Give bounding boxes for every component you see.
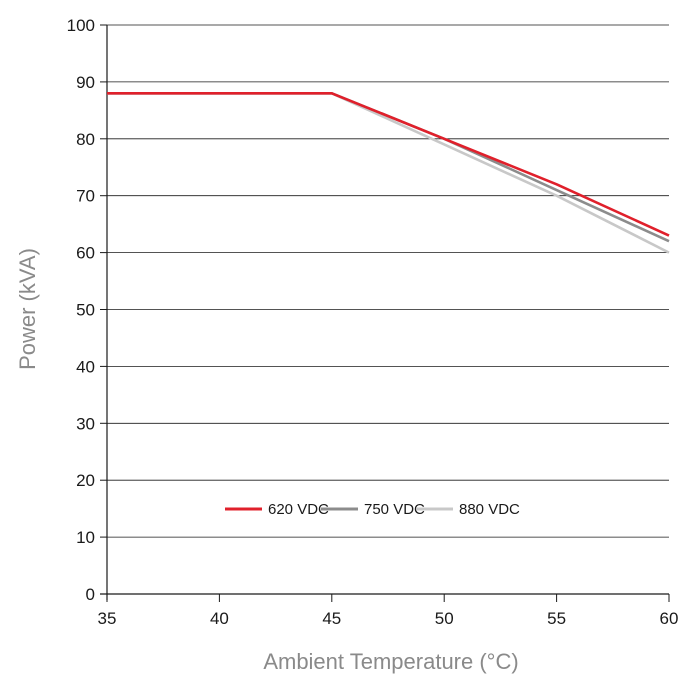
legend-label-620-vdc: 620 VDC xyxy=(268,501,329,518)
y-tick-label-40: 40 xyxy=(76,357,95,376)
grid-lines xyxy=(107,24,669,538)
y-tick-label-20: 20 xyxy=(76,471,95,490)
y-tick-label-90: 90 xyxy=(76,73,95,92)
x-tick-labels: 35 40 45 50 55 60 xyxy=(98,609,679,628)
y-tick-label-80: 80 xyxy=(76,130,95,149)
legend: 620 VDC 750 VDC 880 VDC xyxy=(225,501,520,518)
series-lines xyxy=(107,91,670,254)
y-tick-label-30: 30 xyxy=(76,414,95,433)
legend-label-880-vdc: 880 VDC xyxy=(459,501,520,518)
x-tick-label-35: 35 xyxy=(98,609,117,628)
x-axis-title: Ambient Temperature (°C) xyxy=(263,649,518,674)
y-tick-label-10: 10 xyxy=(76,528,95,547)
y-tick-label-100: 100 xyxy=(67,16,95,35)
series-line-620-vdc xyxy=(107,91,670,237)
axes xyxy=(100,24,670,602)
x-tick-label-50: 50 xyxy=(435,609,454,628)
x-tick-label-60: 60 xyxy=(660,609,679,628)
x-tick-label-45: 45 xyxy=(322,609,341,628)
x-tick-label-40: 40 xyxy=(210,609,229,628)
y-tick-label-50: 50 xyxy=(76,301,95,320)
y-tick-label-60: 60 xyxy=(76,244,95,263)
y-axis-title: Power (kVA) xyxy=(15,248,40,370)
x-tick-label-55: 55 xyxy=(547,609,566,628)
y-tick-labels: 0 10 20 30 40 50 60 70 80 90 100 xyxy=(67,16,95,604)
y-tick-label-70: 70 xyxy=(76,187,95,206)
y-tick-label-0: 0 xyxy=(86,585,95,604)
legend-label-750-vdc: 750 VDC xyxy=(364,501,425,518)
